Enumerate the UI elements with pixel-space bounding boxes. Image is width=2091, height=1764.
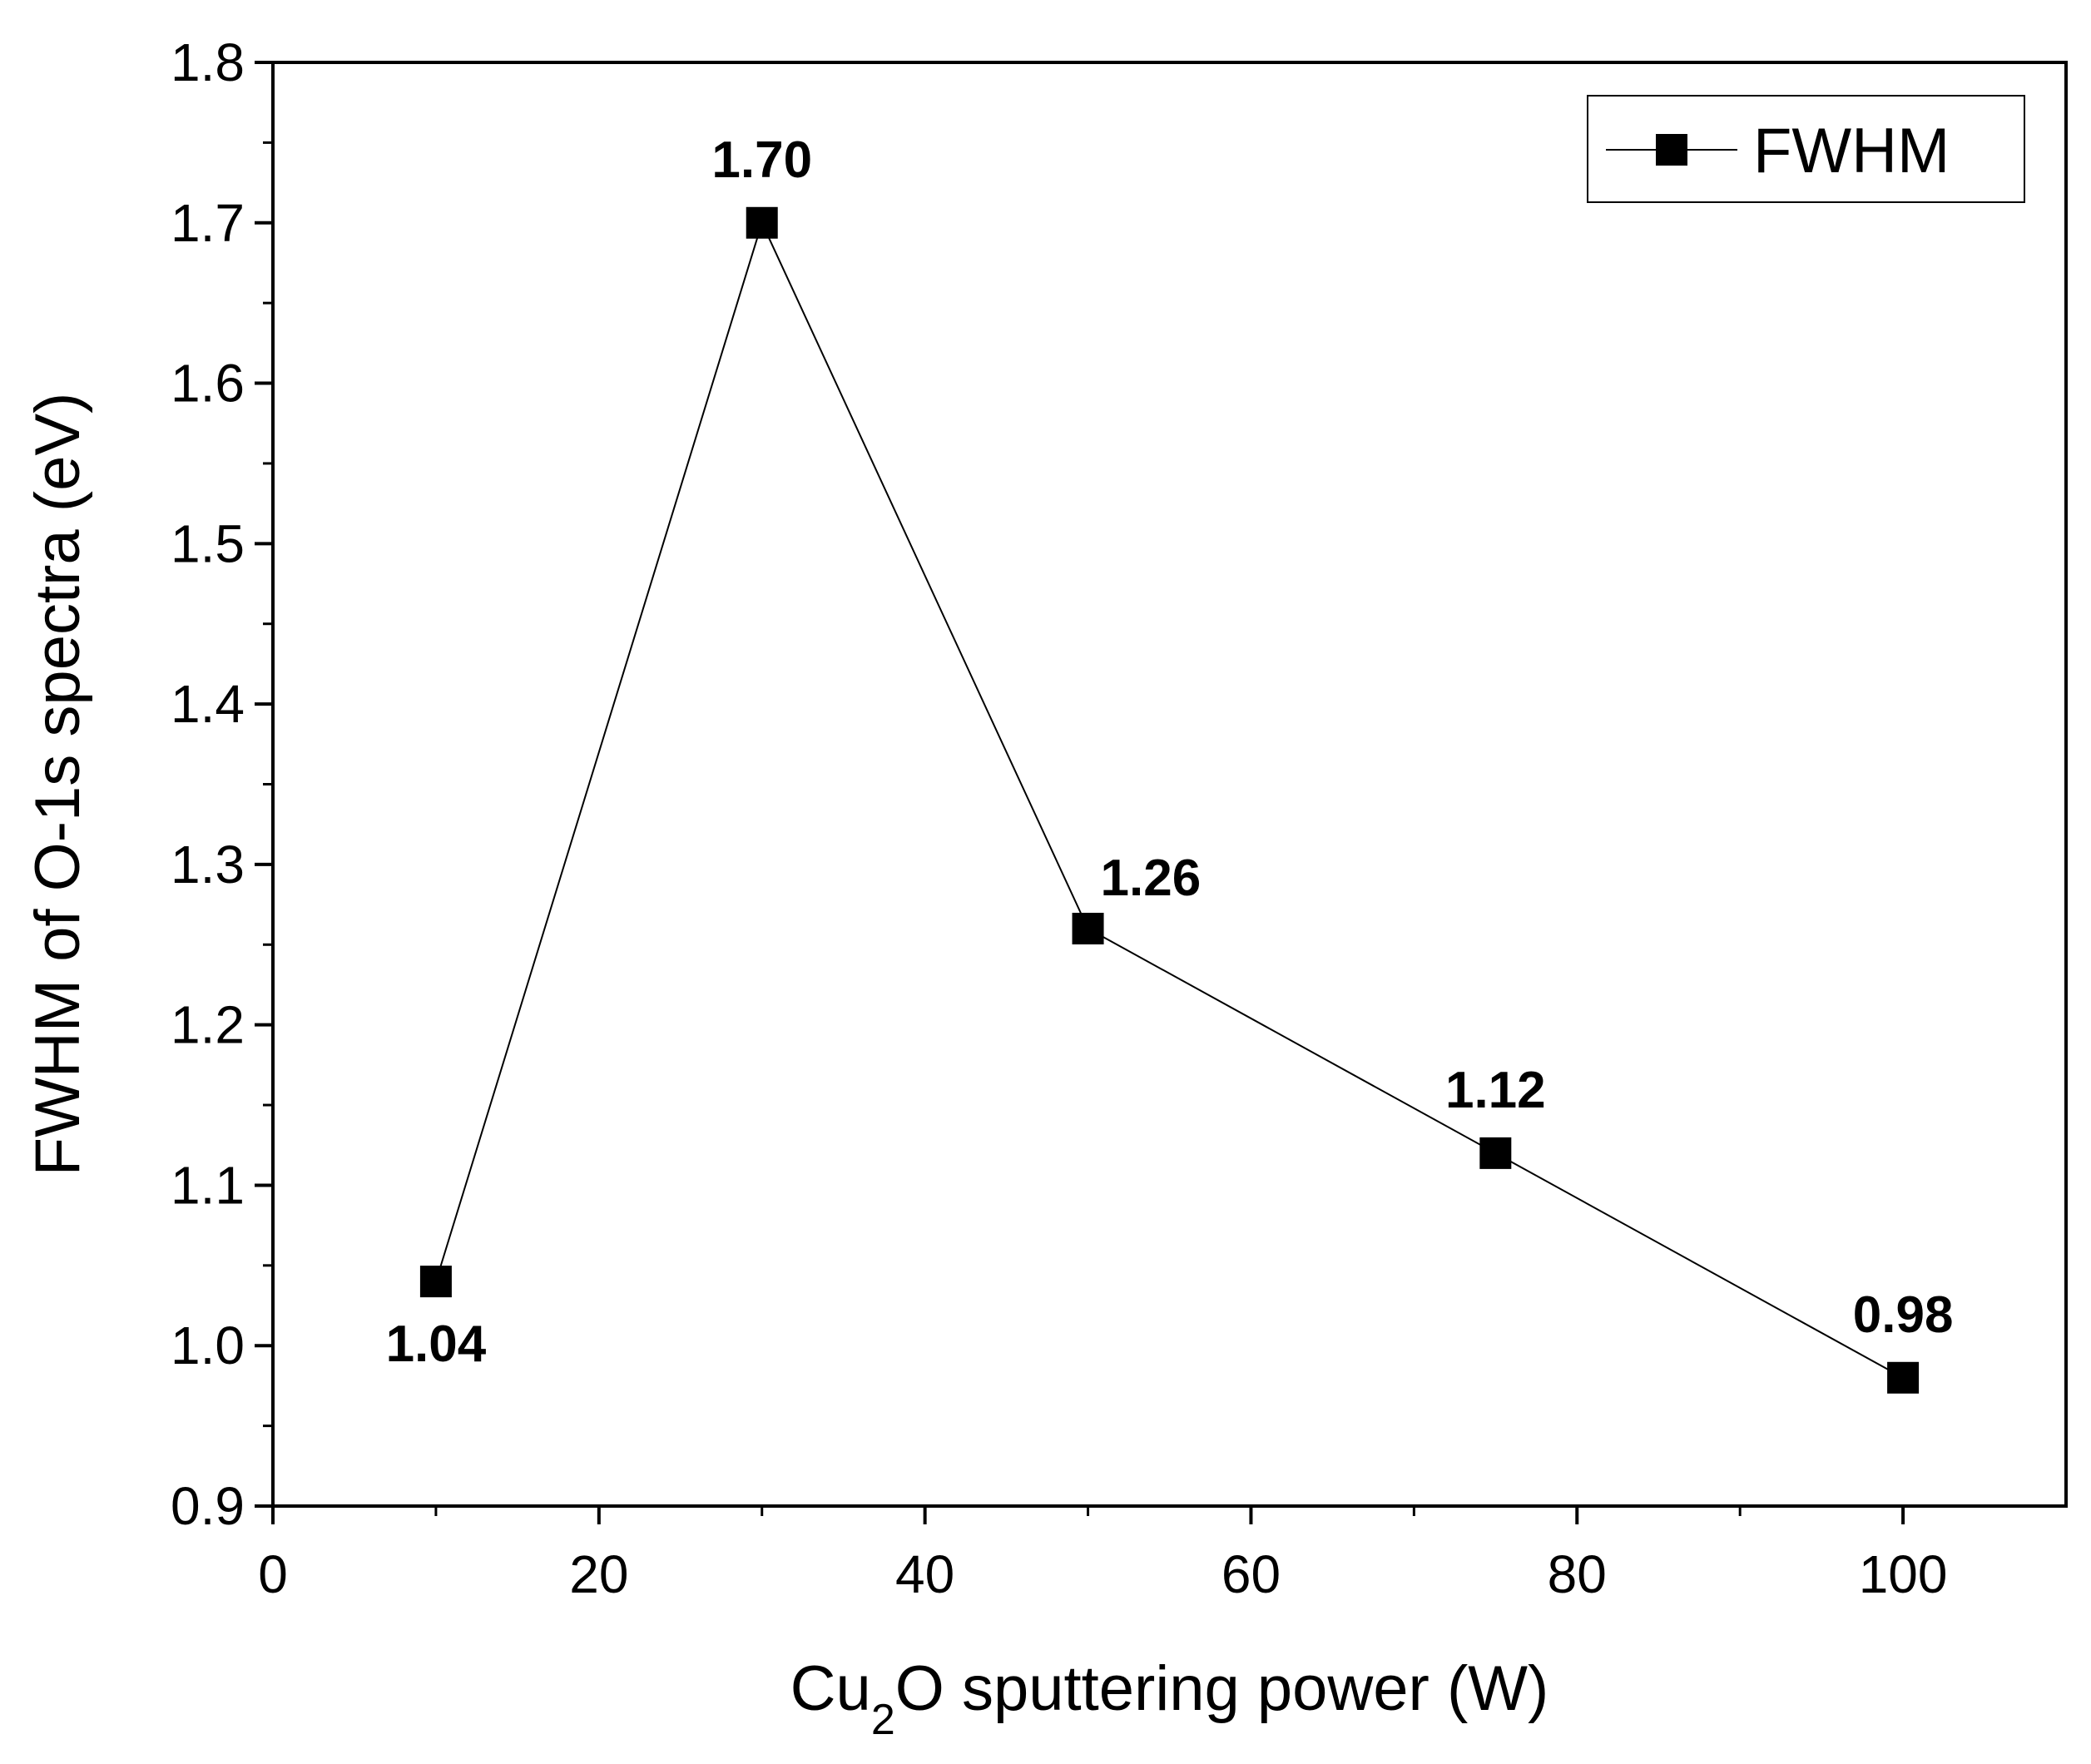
legend: FWHM	[1587, 95, 2025, 203]
data-label: 1.26	[1101, 850, 1202, 907]
y-tick-label: 1.0	[171, 1316, 245, 1375]
x-tick-label: 100	[1859, 1544, 1948, 1604]
y-tick-label: 1.3	[171, 835, 245, 894]
legend-label: FWHM	[1753, 116, 1950, 186]
plot-frame	[271, 61, 2068, 1508]
data-label: 1.70	[711, 131, 812, 189]
x-axis-title-pre: Cu	[790, 1653, 871, 1724]
data-point-marker	[1479, 1137, 1512, 1169]
x-axis-title-post: O sputtering power (W)	[895, 1653, 1549, 1724]
data-point-marker	[1072, 913, 1104, 944]
x-tick-label: 0	[258, 1544, 288, 1604]
data-point-marker	[1887, 1361, 1920, 1394]
x-axis-title-subscript: 2	[871, 1696, 895, 1744]
x-tick-label: 40	[895, 1544, 954, 1604]
data-label: 0.98	[1853, 1286, 1954, 1344]
y-tick-label: 1.4	[171, 674, 245, 734]
x-tick-label: 20	[569, 1544, 628, 1604]
y-tick-label: 1.1	[171, 1155, 245, 1215]
y-tick-label: 0.9	[171, 1476, 245, 1536]
y-axis-title: FWHM of O-1s spectra (eV)	[22, 393, 93, 1177]
y-tick-label: 1.8	[171, 32, 245, 92]
y-tick-label: 1.7	[171, 193, 245, 253]
data-point-marker	[746, 206, 778, 239]
data-label: 1.04	[386, 1316, 487, 1373]
y-tick-label: 1.5	[171, 513, 245, 573]
x-tick-label: 80	[1548, 1544, 1607, 1604]
axis-ticks: 0 20 40 60 80 100 0.9 1.0 1.1 1.2 1.3 1.4 1.5 1.6 1.7 1…	[171, 32, 1947, 1604]
series-fwhm: 1.04 1.70 1.26 1.12 0.98	[386, 131, 1954, 1394]
x-axis-title: Cu2O sputtering power (W)	[790, 1653, 1549, 1744]
x-tick-label: 60	[1221, 1544, 1281, 1604]
y-tick-label: 1.2	[171, 995, 245, 1055]
y-tick-label: 1.6	[171, 354, 245, 414]
data-label: 1.12	[1445, 1062, 1546, 1119]
data-point-marker	[419, 1266, 452, 1298]
legend-marker-square	[1656, 134, 1687, 166]
